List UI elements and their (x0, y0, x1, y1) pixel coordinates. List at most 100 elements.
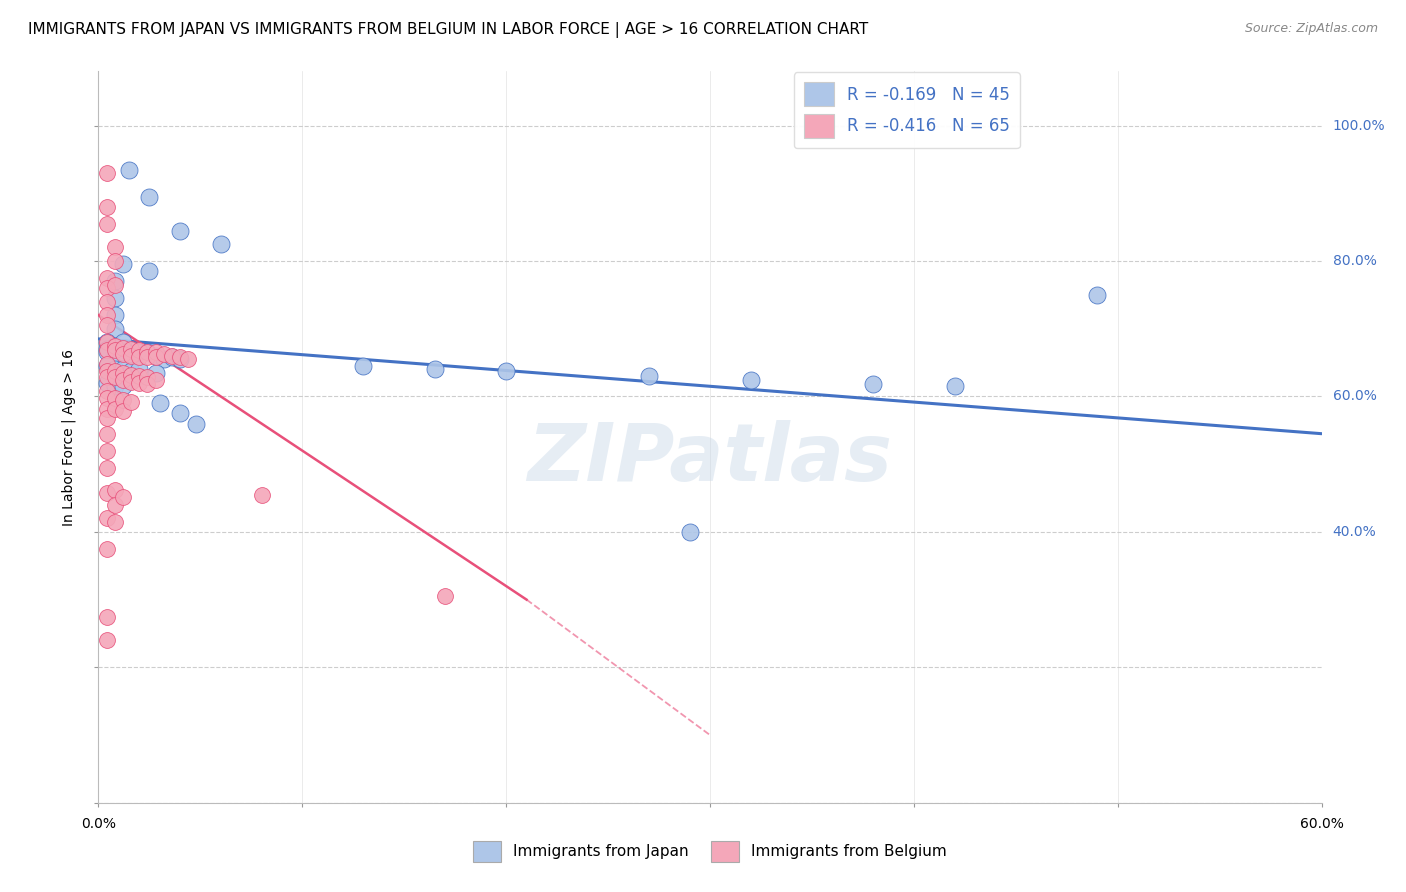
Text: 100.0%: 100.0% (1333, 119, 1385, 133)
Point (169, 406, 191, 420)
Text: Source: ZipAtlas.com: Source: ZipAtlas.com (1244, 22, 1378, 36)
Point (136, 345, 159, 359)
Text: 80.0%: 80.0% (1333, 254, 1376, 268)
Point (128, 343, 150, 358)
Point (111, 341, 134, 355)
Point (111, 490, 134, 504)
Point (104, 254, 127, 268)
Point (96, 485, 118, 500)
Point (104, 291, 127, 305)
Point (104, 379, 127, 393)
Point (943, 379, 966, 393)
Point (96, 401, 118, 416)
Point (111, 335, 134, 350)
Point (96, 391, 118, 405)
Point (104, 515, 127, 529)
Point (128, 369, 150, 384)
Point (250, 488, 273, 502)
Y-axis label: In Labor Force | Age > 16: In Labor Force | Age > 16 (60, 349, 76, 525)
Point (145, 372, 167, 386)
Point (104, 401, 127, 416)
Point (111, 345, 134, 359)
Point (145, 366, 167, 380)
Point (209, 237, 232, 252)
Point (96, 318, 118, 333)
Point (96, 357, 118, 371)
Point (104, 274, 127, 288)
Point (104, 343, 127, 358)
Point (111, 392, 134, 407)
Point (104, 370, 127, 384)
Point (111, 362, 134, 376)
Point (96, 426, 118, 441)
Text: IMMIGRANTS FROM JAPAN VS IMMIGRANTS FROM BELGIUM IN LABOR FORCE | AGE > 16 CORRE: IMMIGRANTS FROM JAPAN VS IMMIGRANTS FROM… (28, 22, 869, 38)
Point (96, 308, 118, 322)
Point (104, 391, 127, 405)
Point (104, 277, 127, 292)
Point (111, 379, 134, 393)
Point (120, 368, 142, 382)
Point (104, 339, 127, 353)
Point (637, 369, 661, 384)
Point (104, 349, 127, 363)
Point (96, 294, 118, 309)
Point (104, 322, 127, 336)
Point (96, 343, 118, 358)
Point (679, 524, 702, 539)
Point (96, 460, 118, 475)
Point (96, 281, 118, 295)
Point (186, 417, 208, 431)
Point (160, 350, 183, 364)
Point (128, 345, 150, 359)
Point (128, 362, 150, 376)
Point (96, 345, 118, 359)
Point (423, 362, 446, 376)
Point (120, 395, 142, 409)
Text: 60.0%: 60.0% (1333, 390, 1376, 403)
Point (111, 404, 134, 418)
Point (96, 541, 118, 556)
Point (128, 350, 150, 364)
Point (104, 240, 127, 254)
Text: 0.0%: 0.0% (82, 817, 115, 830)
Point (96, 271, 118, 285)
Point (145, 349, 167, 363)
Point (128, 376, 150, 390)
Point (145, 345, 167, 359)
Point (434, 589, 457, 603)
Point (96, 443, 118, 458)
Point (96, 376, 118, 390)
Point (111, 347, 134, 361)
Point (96, 166, 118, 180)
Point (169, 352, 191, 367)
Point (104, 364, 127, 378)
Point (96, 364, 118, 378)
Point (136, 350, 159, 364)
Point (136, 370, 159, 384)
Text: 60.0%: 60.0% (1299, 817, 1344, 830)
Point (352, 359, 374, 373)
Point (120, 375, 142, 389)
Point (96, 370, 118, 384)
Point (96, 609, 118, 624)
Point (145, 350, 167, 364)
Point (160, 349, 183, 363)
Text: ZIPatlas: ZIPatlas (527, 420, 893, 498)
Point (120, 342, 142, 356)
Point (104, 498, 127, 512)
Point (120, 349, 142, 363)
Point (136, 345, 159, 359)
Point (96, 335, 118, 350)
Point (96, 342, 118, 356)
Point (152, 347, 174, 361)
Point (149, 396, 172, 410)
Point (104, 362, 127, 376)
Point (96, 335, 118, 350)
Point (111, 372, 134, 386)
Legend: Immigrants from Japan, Immigrants from Belgium: Immigrants from Japan, Immigrants from B… (467, 834, 953, 868)
Point (740, 372, 762, 386)
Point (104, 339, 127, 353)
Point (120, 347, 142, 361)
Point (138, 189, 160, 203)
Point (169, 223, 191, 237)
